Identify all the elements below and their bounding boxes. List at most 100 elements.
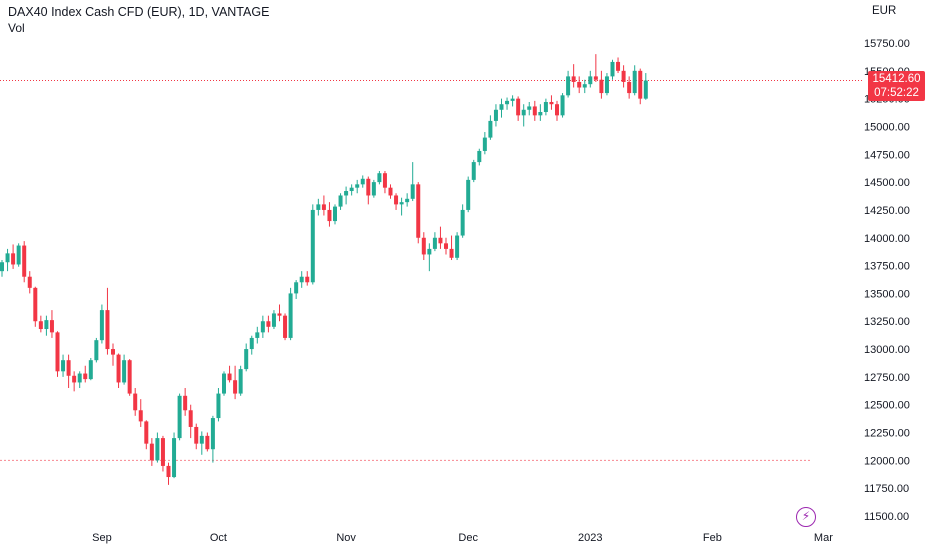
candle[interactable] — [549, 95, 554, 110]
price-axis[interactable]: 11500.00 11750.00 12000.00 12250.00 12500.00… — [864, 38, 910, 523]
candle[interactable] — [138, 399, 143, 427]
candle[interactable] — [616, 57, 621, 74]
candle[interactable] — [127, 359, 132, 396]
candle[interactable] — [66, 354, 71, 389]
candle[interactable] — [305, 271, 310, 286]
candle[interactable] — [394, 193, 399, 210]
candle[interactable] — [94, 337, 99, 363]
candle[interactable] — [249, 335, 254, 355]
candle[interactable] — [460, 204, 465, 238]
candle[interactable] — [38, 315, 43, 333]
candle[interactable] — [177, 393, 182, 441]
candle[interactable] — [444, 237, 448, 255]
candle[interactable] — [244, 343, 249, 372]
candle[interactable] — [555, 100, 559, 121]
candle[interactable] — [432, 232, 437, 252]
candle[interactable] — [294, 280, 299, 299]
candle[interactable] — [44, 315, 49, 336]
candle[interactable] — [105, 287, 110, 355]
candle[interactable] — [566, 70, 571, 98]
candle[interactable] — [72, 371, 77, 392]
candle[interactable] — [532, 100, 537, 121]
candle[interactable] — [416, 182, 421, 244]
candle[interactable] — [366, 176, 371, 205]
candle[interactable] — [588, 70, 593, 88]
candle[interactable] — [0, 260, 4, 277]
candle[interactable] — [183, 388, 188, 416]
candle[interactable] — [122, 354, 127, 385]
candle[interactable] — [310, 204, 315, 285]
symbol-title[interactable]: DAX40 Index Cash CFD (EUR), 1D, VANTAGE — [8, 5, 270, 19]
candle[interactable] — [333, 204, 337, 225]
candle[interactable] — [577, 76, 582, 94]
candle[interactable] — [210, 415, 215, 463]
candle[interactable] — [427, 243, 432, 272]
candle[interactable] — [505, 97, 510, 110]
candle[interactable] — [399, 197, 404, 216]
candle[interactable] — [582, 79, 587, 94]
candle[interactable] — [233, 365, 238, 400]
candle[interactable] — [321, 195, 326, 216]
candle[interactable] — [266, 315, 271, 333]
candle[interactable] — [33, 286, 38, 327]
candle[interactable] — [288, 287, 293, 341]
candle[interactable] — [22, 241, 27, 283]
candle[interactable] — [455, 232, 460, 261]
candle[interactable] — [421, 232, 426, 261]
candle[interactable] — [160, 435, 165, 472]
candle[interactable] — [382, 170, 387, 194]
candle[interactable] — [405, 193, 410, 207]
candle[interactable] — [283, 313, 288, 341]
candle[interactable] — [466, 176, 471, 213]
candle[interactable] — [477, 148, 482, 166]
candle[interactable] — [627, 76, 632, 99]
candle[interactable] — [449, 235, 454, 261]
candle[interactable] — [327, 202, 332, 227]
candle[interactable] — [599, 70, 604, 99]
candle[interactable] — [11, 244, 16, 269]
candle[interactable] — [227, 365, 232, 383]
candle[interactable] — [199, 431, 204, 455]
candle[interactable] — [360, 175, 365, 188]
candle[interactable] — [55, 331, 60, 377]
candle[interactable] — [560, 93, 565, 118]
candle[interactable] — [638, 68, 643, 105]
candle[interactable] — [172, 432, 177, 479]
lightning-bolt-icon[interactable]: ⚡ — [796, 507, 816, 527]
candle[interactable] — [5, 248, 10, 272]
candle[interactable] — [355, 179, 360, 194]
time-axis[interactable]: Sep Oct Nov Dec 2023 Feb Mar — [92, 532, 833, 544]
candle[interactable] — [621, 65, 626, 88]
candle[interactable] — [316, 198, 321, 216]
candle[interactable] — [49, 310, 54, 338]
candle[interactable] — [632, 65, 637, 96]
candle[interactable] — [111, 343, 115, 366]
candle[interactable] — [61, 354, 66, 377]
candle[interactable] — [604, 73, 609, 96]
candle[interactable] — [543, 98, 548, 116]
candle[interactable] — [388, 184, 393, 199]
candle[interactable] — [83, 365, 88, 383]
candle[interactable] — [277, 304, 282, 322]
candle[interactable] — [488, 115, 493, 140]
volume-indicator-label[interactable]: Vol — [8, 21, 25, 35]
candle[interactable] — [516, 96, 521, 121]
candle[interactable] — [510, 95, 515, 107]
candle[interactable] — [338, 193, 343, 210]
candle[interactable] — [371, 179, 376, 198]
candle[interactable] — [482, 132, 487, 155]
candle[interactable] — [216, 388, 221, 422]
candle[interactable] — [205, 432, 210, 452]
candle[interactable] — [521, 104, 526, 127]
candle[interactable] — [643, 73, 648, 100]
candle[interactable] — [438, 226, 443, 249]
candle[interactable] — [471, 159, 476, 183]
candle[interactable] — [538, 104, 543, 121]
candle[interactable] — [149, 438, 154, 466]
candle[interactable] — [116, 353, 121, 389]
candle[interactable] — [527, 101, 532, 116]
candle[interactable] — [16, 243, 21, 267]
candle[interactable] — [255, 326, 260, 344]
candle[interactable] — [593, 54, 598, 82]
